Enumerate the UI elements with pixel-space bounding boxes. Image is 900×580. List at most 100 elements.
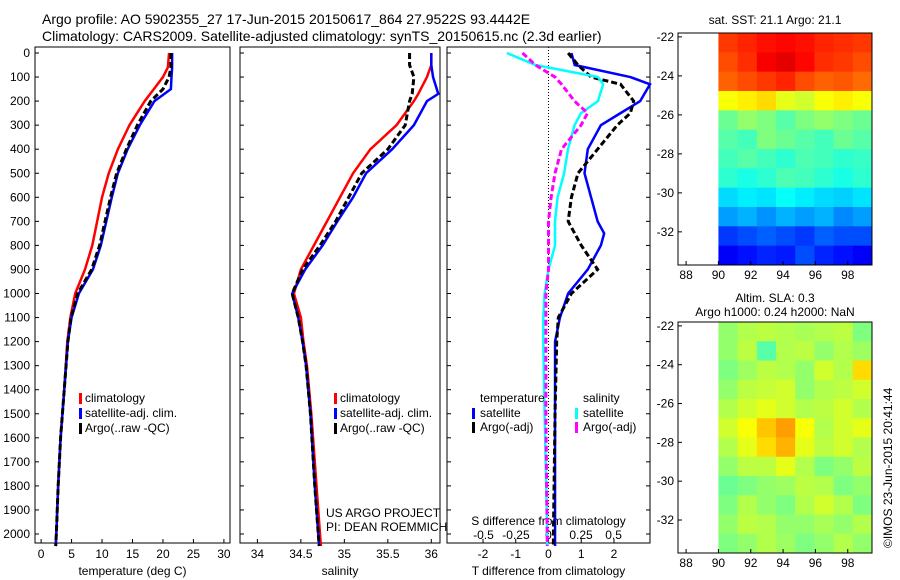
- y-tick-label: 0: [23, 46, 30, 60]
- y-tick-label: 1300: [3, 359, 30, 373]
- map-cell: [756, 129, 777, 150]
- map-cell: [795, 399, 815, 419]
- map-cell: [814, 187, 835, 208]
- map-cell: [756, 418, 777, 438]
- map-cell: [814, 245, 835, 266]
- x-axis-label: temperature (deg C): [78, 564, 186, 578]
- y-tick-label: 900: [10, 262, 30, 276]
- map-cell: [737, 456, 758, 477]
- x-tick-label: 88: [679, 556, 693, 570]
- x-tick-label: 2: [611, 547, 618, 561]
- map-cell: [833, 456, 854, 477]
- series-argo-raw-qc-: [290, 53, 416, 547]
- x-tick-label: 96: [809, 268, 823, 282]
- map-cell: [814, 456, 835, 477]
- x-tick-label: -1: [510, 547, 521, 561]
- map-cell: [833, 533, 854, 554]
- legend-swatch: [334, 408, 337, 419]
- y-tick-label: 700: [10, 214, 30, 228]
- x-tick-label: 34: [251, 547, 265, 561]
- map-cell: [776, 110, 796, 131]
- y-tick-label: 600: [10, 190, 30, 204]
- map-cell: [852, 322, 873, 342]
- map-cell: [737, 341, 758, 361]
- map-cell: [718, 226, 739, 247]
- map-cell: [795, 514, 815, 535]
- map-cell: [718, 149, 739, 169]
- series-argo-raw-qc-: [54, 53, 173, 547]
- map-cell: [833, 226, 854, 247]
- x2-tick-label: 0.25: [569, 528, 593, 542]
- map-cell: [756, 533, 777, 554]
- map-cell: [814, 226, 835, 247]
- map-cell: [852, 52, 873, 73]
- map-cell: [852, 341, 873, 361]
- x-tick-label: 94: [776, 268, 790, 282]
- y-tick-label: 800: [10, 238, 30, 252]
- map-cell: [814, 33, 835, 53]
- map-cell: [737, 52, 758, 73]
- series-salinity-satellite: [506, 51, 605, 547]
- x2-tick-label: 0.5: [605, 528, 622, 542]
- map-cell: [756, 476, 777, 496]
- map-cell: [737, 360, 758, 381]
- legend-swatch: [334, 423, 337, 434]
- x-tick-label: 0: [38, 547, 45, 561]
- map-frame-sla-map: [677, 321, 873, 554]
- map-cell: [776, 207, 796, 227]
- map-cell: [795, 456, 815, 477]
- map-cell: [718, 322, 739, 342]
- map-cell: [718, 187, 739, 208]
- x-tick-label: 92: [744, 268, 758, 282]
- map-cell: [737, 187, 758, 208]
- map-cell: [718, 207, 739, 227]
- map-cell: [833, 52, 854, 73]
- map-cell: [776, 33, 796, 53]
- legend-label: satellite: [583, 406, 624, 420]
- map-cell: [814, 110, 835, 131]
- title-line-1: Argo profile: AO 5902355_27 17-Jun-2015 …: [42, 11, 531, 27]
- legend-label: climatology: [340, 391, 400, 405]
- y-tick-label: 2000: [3, 527, 30, 541]
- map-cell: [737, 226, 758, 247]
- map-cell: [852, 91, 873, 111]
- map-cell: [756, 341, 777, 361]
- map-cell: [833, 168, 854, 189]
- map-cell: [737, 533, 758, 554]
- map-cell: [737, 149, 758, 169]
- map-cell: [795, 71, 815, 92]
- sla-map-title: Altim. SLA: 0.3: [735, 291, 815, 305]
- legend-label: Argo(..raw -QC): [85, 421, 170, 435]
- map-cell: [795, 476, 815, 496]
- y-tick-label: -28: [657, 147, 675, 161]
- map-cell: [737, 33, 758, 53]
- map-cell: [833, 207, 854, 227]
- map-cell: [718, 129, 739, 150]
- map-cell: [795, 437, 815, 458]
- map-cell: [776, 341, 796, 361]
- map-cell: [814, 71, 835, 92]
- map-cell: [833, 71, 854, 92]
- title-line-2: Climatology: CARS2009. Satellite-adjuste…: [42, 28, 602, 44]
- series-temperature-satellite: [553, 52, 652, 547]
- map-cell: [756, 187, 777, 208]
- x-tick-label: 5: [68, 547, 75, 561]
- map-cell: [833, 360, 854, 381]
- map-cell: [718, 399, 739, 419]
- map-cell: [795, 379, 815, 400]
- map-cell: [795, 341, 815, 361]
- map-cell: [737, 207, 758, 227]
- map-cell: [814, 149, 835, 169]
- map-cell: [833, 245, 854, 266]
- map-cell: [814, 207, 835, 227]
- legend-swatch: [472, 408, 475, 419]
- map-cell: [852, 456, 873, 477]
- map-cell: [814, 533, 835, 554]
- legend-label: satellite-adj. clim.: [85, 406, 177, 420]
- map-cell: [795, 207, 815, 227]
- map-cell: [852, 495, 873, 515]
- map-cell: [814, 129, 835, 150]
- map-cell: [756, 91, 777, 111]
- map-cell: [833, 341, 854, 361]
